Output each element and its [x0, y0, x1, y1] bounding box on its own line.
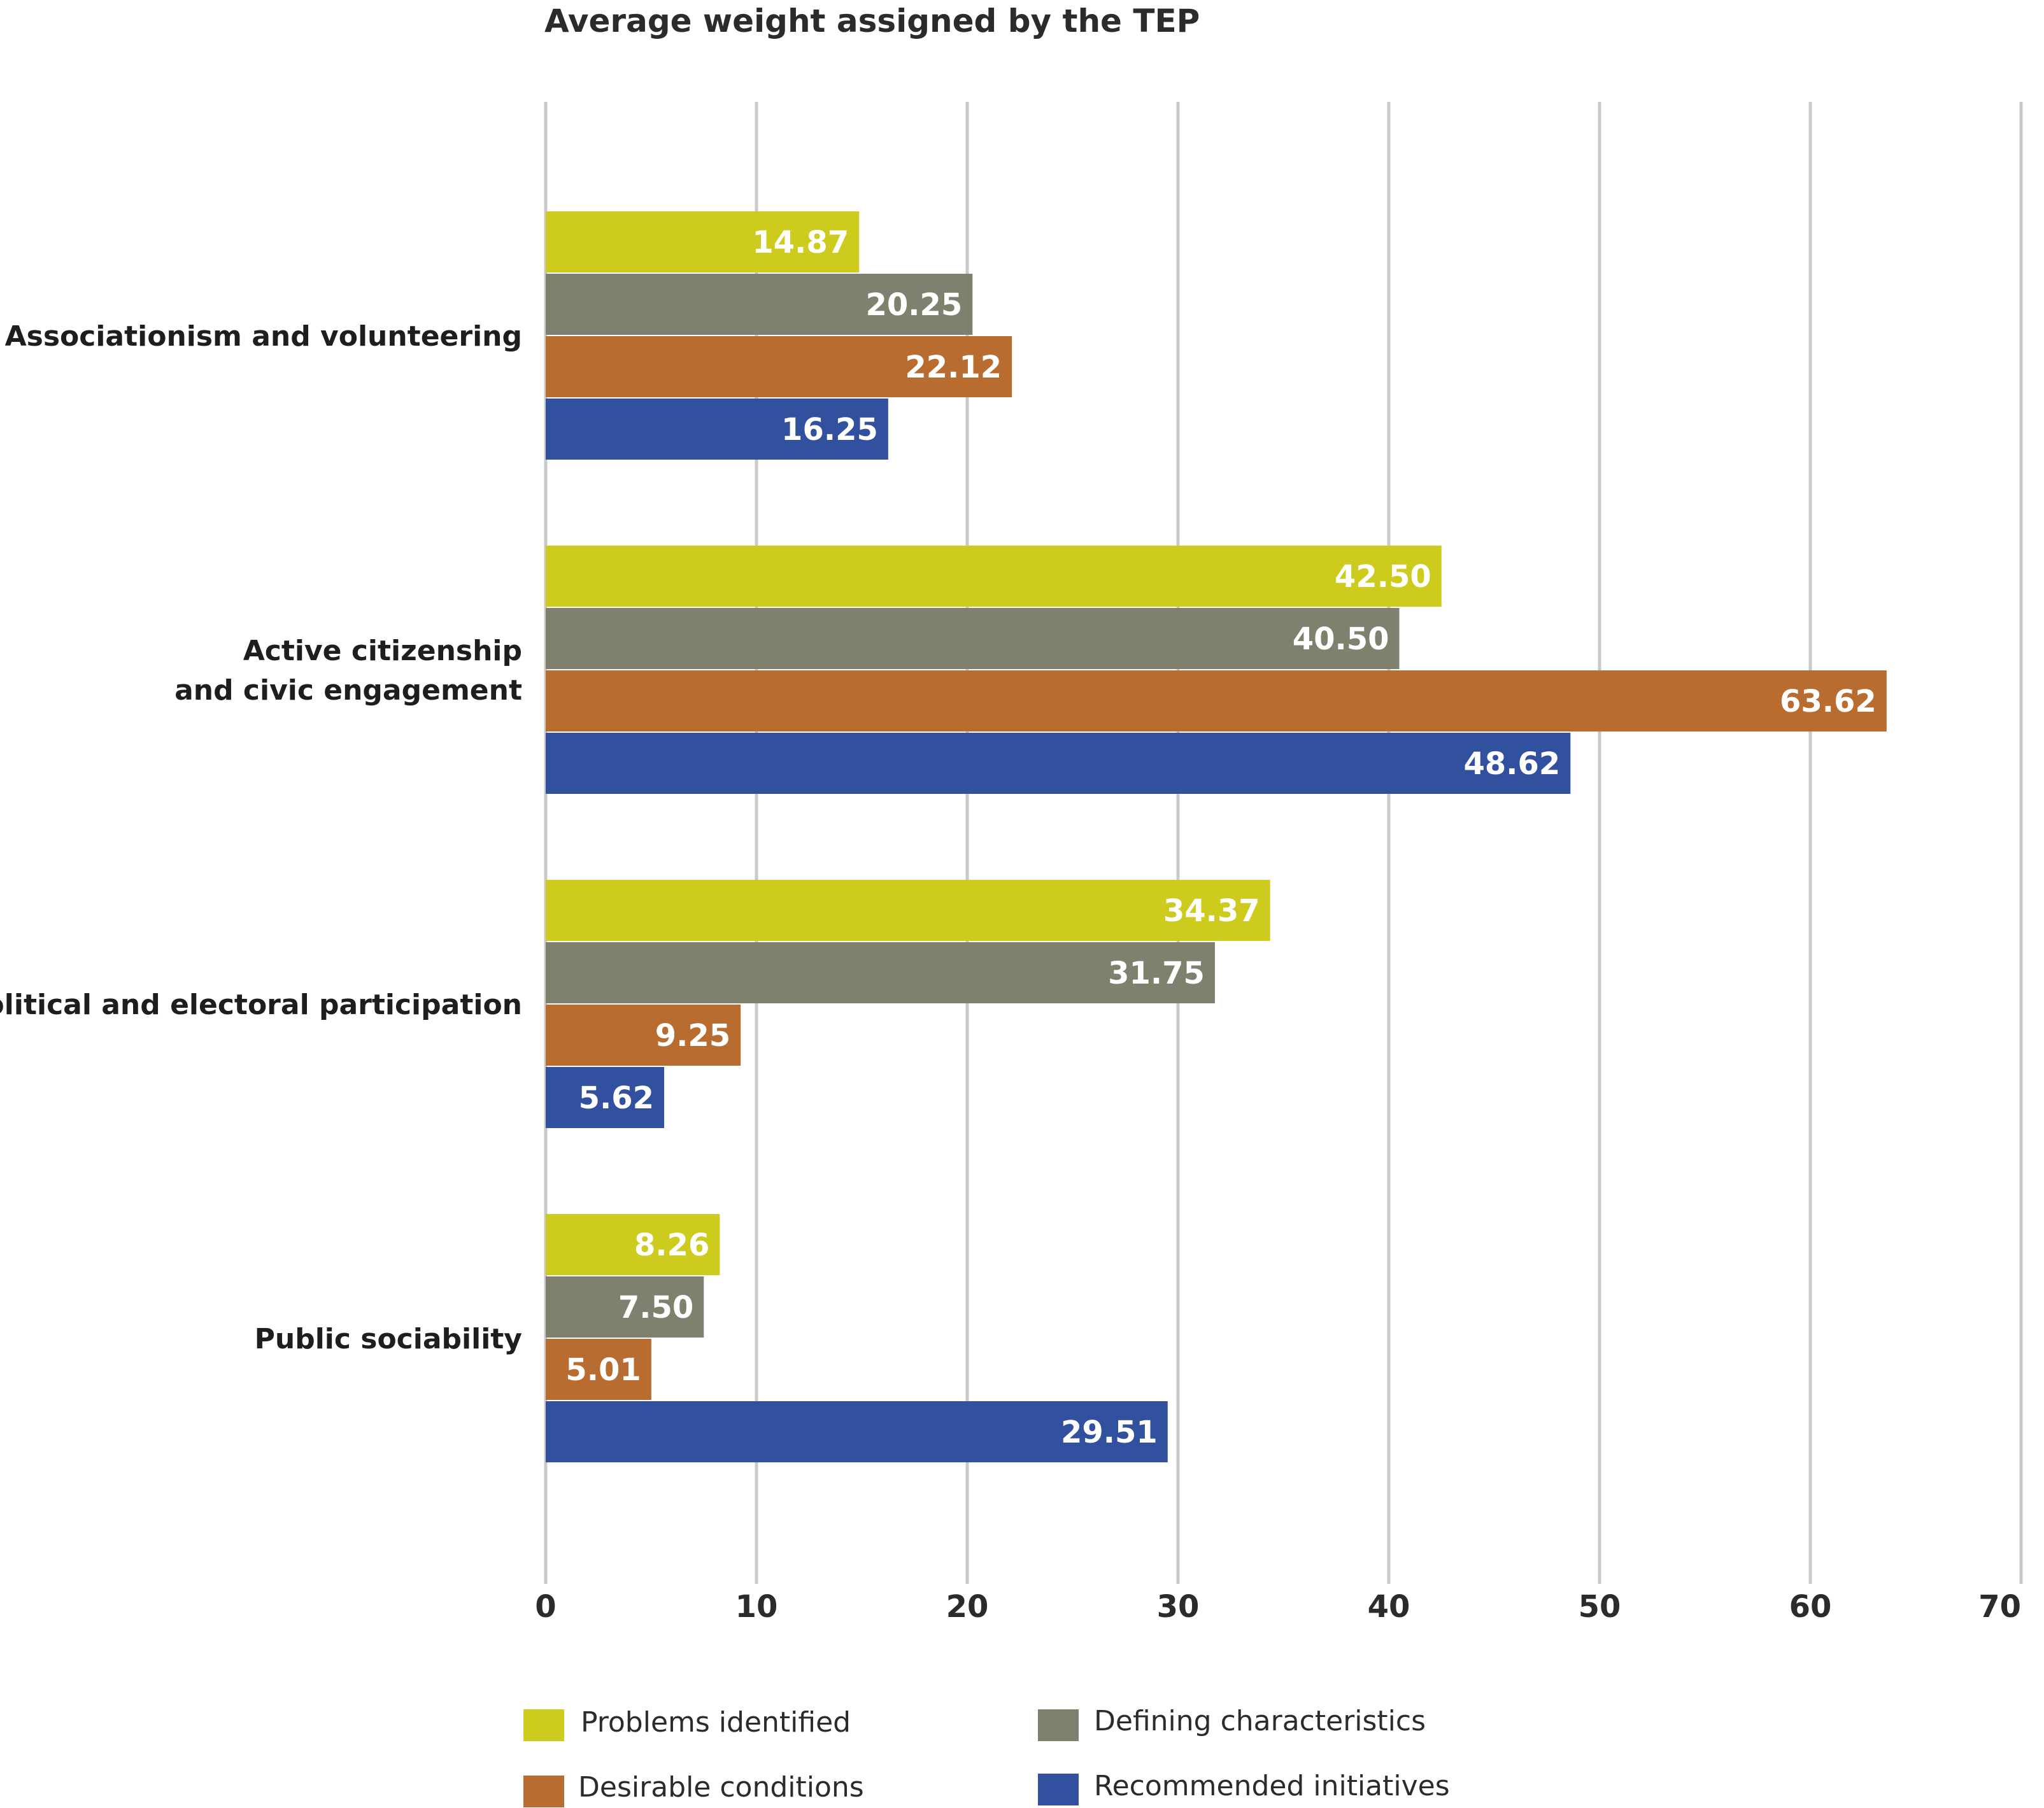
- bar-problems-identified-2: [546, 880, 1270, 941]
- legend-swatch-problems-identified: [523, 1709, 564, 1741]
- bar-value-label: 31.75: [1108, 956, 1205, 991]
- category-labels: Associationism and volunteering Active ci…: [0, 320, 522, 1355]
- bar-value-label: 40.50: [1293, 621, 1389, 657]
- bar-value-label: 5.62: [579, 1080, 654, 1116]
- bar-value-label: 9.25: [655, 1018, 730, 1054]
- bar-problems-identified-1: [546, 546, 1442, 607]
- bar-recommended-initiatives-2: [546, 1067, 665, 1128]
- bar-problems-identified-3: [546, 1214, 720, 1275]
- bar-recommended-initiatives-0: [546, 399, 888, 460]
- bar-defining-characteristics-1: [546, 608, 1400, 669]
- legend-label-recommended-initiatives: Recommended initiatives: [1094, 1770, 1450, 1802]
- category-label: and civic engagement: [174, 674, 522, 707]
- bar-value-label: 34.37: [1163, 893, 1260, 929]
- bar-value-label: 48.62: [1463, 746, 1560, 782]
- legend-label-problems-identified: Problems identified: [581, 1706, 851, 1739]
- bar-defining-characteristics-2: [546, 942, 1215, 1003]
- bar-value-label: 16.25: [781, 412, 878, 448]
- bar-desirable-conditions-2: [546, 1005, 741, 1066]
- bar-value-label: 20.25: [865, 287, 962, 323]
- bar-defining-characteristics-3: [546, 1276, 704, 1338]
- category-label: Political and electoral participation: [0, 989, 522, 1021]
- legend: Problems identified Defining characterist…: [523, 1705, 1450, 1807]
- bar-value-label: 63.62: [1780, 684, 1877, 719]
- category-label: Associationism and volunteering: [5, 320, 522, 353]
- bar-desirable-conditions-1: [546, 670, 1887, 731]
- x-tick-label-30: 30: [1157, 1589, 1200, 1625]
- bar-problems-identified-0: [546, 211, 860, 272]
- bar-value-label: 14.87: [752, 225, 849, 260]
- category-label: Active citizenship: [243, 635, 522, 667]
- bar-desirable-conditions-0: [546, 336, 1012, 397]
- value-labels: 14.87 20.25 22.12 16.25 42.50 40.50 63.62 48.62…: [565, 225, 1876, 1450]
- x-tick-label-40: 40: [1368, 1589, 1410, 1625]
- bar-value-label: 5.01: [565, 1352, 641, 1388]
- x-tick-label-10: 10: [735, 1589, 778, 1625]
- x-tick-label-60: 60: [1789, 1589, 1832, 1625]
- category-label: Public sociability: [255, 1323, 522, 1355]
- bar-value-label: 22.12: [905, 350, 1002, 385]
- legend-swatch-desirable-conditions: [523, 1776, 564, 1807]
- bar-value-label: 29.51: [1061, 1415, 1158, 1450]
- bars: [546, 211, 1887, 1462]
- chart-title: Average weight assigned by the TEP: [544, 3, 1200, 39]
- legend-label-defining-characteristics: Defining characteristics: [1094, 1705, 1426, 1737]
- bar-recommended-initiatives-3: [546, 1401, 1168, 1462]
- bar-recommended-initiatives-1: [546, 733, 1571, 794]
- bar-value-label: 42.50: [1335, 559, 1431, 595]
- bar-value-label: 7.50: [618, 1290, 693, 1325]
- bar-desirable-conditions-3: [546, 1339, 651, 1400]
- legend-swatch-recommended-initiatives: [1038, 1774, 1079, 1805]
- x-tick-label-0: 0: [535, 1589, 556, 1625]
- bar-defining-characteristics-0: [546, 274, 973, 335]
- x-tick-label-20: 20: [946, 1589, 989, 1625]
- legend-swatch-defining-characteristics: [1038, 1709, 1079, 1741]
- x-tick-label-50: 50: [1579, 1589, 1621, 1625]
- x-tick-label-70: 70: [1978, 1589, 2021, 1625]
- legend-label-desirable-conditions: Desirable conditions: [578, 1771, 864, 1804]
- bar-value-label: 8.26: [634, 1227, 709, 1263]
- x-axis-tick-labels: 0 10 20 30 40 50 60 70: [535, 1589, 2021, 1625]
